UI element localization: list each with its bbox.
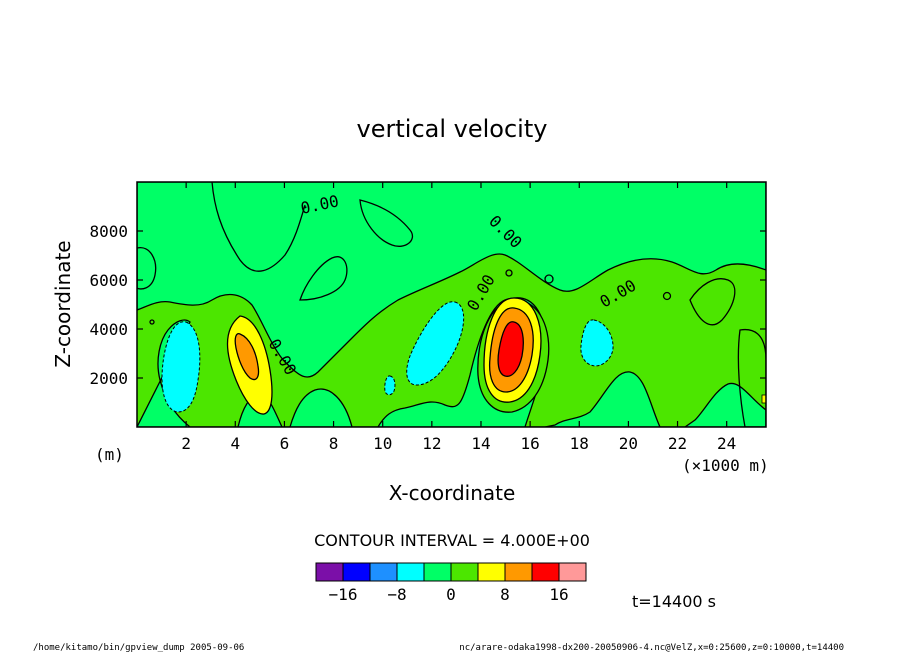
extra-contours <box>137 182 766 427</box>
contour-small-b <box>662 291 672 301</box>
contour-interval-text: CONTOUR INTERVAL = 4.000E+00 <box>314 531 590 550</box>
contour-small-d <box>149 319 155 325</box>
footer-right: nc/arare-odaka1998-dx200-20050906-4.nc@V… <box>459 643 844 653</box>
x-axis: 2 4 6 8 10 12 14 16 18 20 22 24 <box>181 182 736 453</box>
x-tick-label-3: 8 <box>329 434 339 453</box>
y-tick-label-2: 6000 <box>89 271 128 290</box>
colorbar-tick-label-4: 16 <box>549 585 568 604</box>
near-zero-region-bottom <box>137 297 766 427</box>
contour-small-c <box>505 269 513 277</box>
time-label: t=14400 s <box>632 592 716 611</box>
footer-left: /home/kitamo/bin/gpview_dump 2005-09-06 <box>33 643 244 653</box>
contour-line-e <box>689 278 736 326</box>
x-tick-label-1: 4 <box>230 434 240 453</box>
colorbar: −16 −8 0 8 16 <box>315 562 587 604</box>
near-zero-region-top <box>137 182 766 378</box>
plot-area: 0.00 0.00 0.00 0.00 0.00 <box>136 181 767 428</box>
downdraft-center <box>406 301 465 386</box>
chart-title: vertical velocity <box>357 115 548 143</box>
x-tick-label-11: 24 <box>717 434 736 453</box>
near-zero-band-regions <box>137 182 766 427</box>
colorbar-tick-label-2: 0 <box>446 585 456 604</box>
updraft-right-band-16-20 <box>497 321 524 377</box>
x-tick-label-9: 20 <box>619 434 638 453</box>
x-tick-label-5: 12 <box>422 434 441 453</box>
colorbar-cell-7 <box>504 562 533 582</box>
colorbar-cell-2 <box>369 562 398 582</box>
colorbar-cell-6 <box>477 562 506 582</box>
downdraft-right <box>580 319 614 367</box>
contour-line-f <box>737 328 766 427</box>
downdraft-left <box>161 321 201 413</box>
contour-line-d <box>211 182 306 272</box>
y-axis: 2000 4000 6000 8000 <box>89 222 766 388</box>
x-tick-label-6: 14 <box>471 434 490 453</box>
colorbar-tick-label-3: 8 <box>500 585 510 604</box>
colorbar-cell-1 <box>342 562 371 582</box>
y-axis-label: Z-coordinate <box>51 240 75 367</box>
y-tick-label-1: 4000 <box>89 320 128 339</box>
plot-frame <box>136 181 767 428</box>
x-tick-label-10: 22 <box>668 434 687 453</box>
updraft-left-band-12-16 <box>234 332 260 381</box>
contour-line-b <box>359 199 414 247</box>
negative-shading <box>161 301 614 413</box>
colorbar-tick-label-1: −8 <box>387 585 406 604</box>
x-axis-label: X-coordinate <box>389 481 516 505</box>
colorbar-cell-9 <box>558 562 587 582</box>
colorbar-tick-label-0: −16 <box>329 585 358 604</box>
contour-line-c <box>137 247 157 290</box>
x-tick-label-7: 16 <box>520 434 539 453</box>
x-tick-label-2: 6 <box>280 434 290 453</box>
x-unit-note: (×1000 m) <box>682 456 769 475</box>
y-tick-label-3: 8000 <box>89 222 128 241</box>
colorbar-cell-0 <box>315 562 344 582</box>
x-tick-label-8: 18 <box>570 434 589 453</box>
colorbar-cell-4 <box>423 562 452 582</box>
x-tick-label-4: 10 <box>373 434 392 453</box>
y-tick-label-0: 2000 <box>89 369 128 388</box>
downdraft-small <box>384 375 396 396</box>
contour-small-a <box>544 274 554 284</box>
small-yellow-cell <box>761 394 766 404</box>
colorbar-cell-5 <box>450 562 479 582</box>
colorbar-cell-8 <box>531 562 560 582</box>
contour-line-a <box>299 256 348 301</box>
positive-shading <box>226 297 550 415</box>
colorbar-cell-3 <box>396 562 425 582</box>
y-unit-note: (m) <box>95 445 124 464</box>
x-tick-label-0: 2 <box>181 434 191 453</box>
